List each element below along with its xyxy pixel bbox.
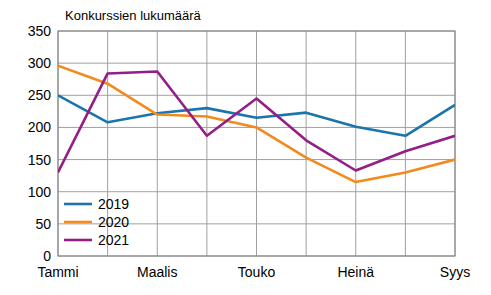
grid-line-x <box>157 31 158 256</box>
series-line <box>58 95 455 135</box>
y-tick-label: 200 <box>28 119 52 135</box>
legend-swatch <box>64 239 92 242</box>
legend-label: 2020 <box>98 214 129 230</box>
y-tick-label: 350 <box>28 23 52 39</box>
legend-label: 2019 <box>98 196 129 212</box>
chart: Konkurssien lukumäärä 0 50 100 150 200 250 300 3… <box>0 0 491 295</box>
x-tick-label: Touko <box>238 264 276 280</box>
series-line <box>58 66 455 182</box>
y-tick-label: 300 <box>28 55 52 71</box>
x-tick-label: Maalis <box>137 264 177 280</box>
y-tick-label: 0 <box>43 248 51 264</box>
x-tick-label: Heinä <box>337 264 374 280</box>
grid-line-x <box>405 31 406 256</box>
x-tick-label: Syys <box>440 264 470 280</box>
grid-line-x <box>306 31 307 256</box>
legend-label: 2021 <box>98 232 129 248</box>
title: Konkurssien lukumäärä <box>65 8 202 23</box>
x-tick-label: Tammi <box>37 264 78 280</box>
grid-line-x <box>206 31 207 256</box>
grid-line-x <box>256 31 257 256</box>
y-tick-label: 150 <box>28 152 52 168</box>
plot-frame <box>58 31 455 256</box>
legend-swatch <box>64 221 92 224</box>
legend: 2019 2020 2021 <box>64 196 129 248</box>
y-tick-label: 50 <box>35 216 51 232</box>
legend-swatch <box>64 203 92 206</box>
y-tick-label: 250 <box>28 87 52 103</box>
grid-line-x <box>355 31 356 256</box>
series-group <box>58 66 455 182</box>
series-line <box>58 72 455 173</box>
grid <box>58 31 455 256</box>
y-tick-label: 100 <box>28 184 52 200</box>
